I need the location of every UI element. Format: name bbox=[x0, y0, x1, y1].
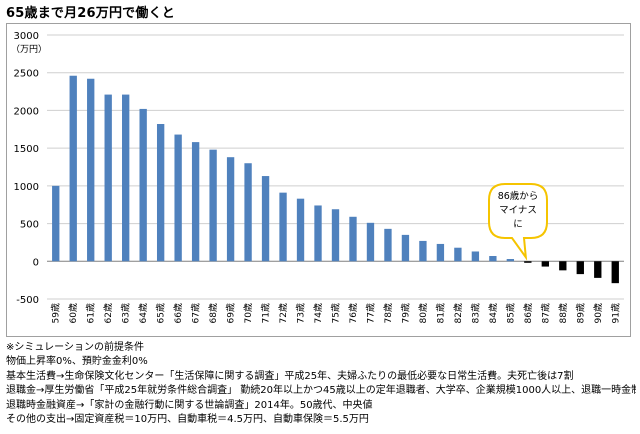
x-tick-label: 69歳 bbox=[225, 303, 237, 323]
x-tick-label: 80歳 bbox=[417, 303, 429, 323]
notes-line-retirement-pay: 退職金→厚生労働省「平成25年就労条件総合調査」 勤続20年以上かつ45歳以上の… bbox=[6, 385, 636, 397]
x-tick-label: 87歳 bbox=[539, 303, 551, 323]
bar-74歳 bbox=[314, 205, 322, 262]
bar-76歳 bbox=[349, 216, 357, 262]
annotation-callout: 86歳から マイナス に bbox=[488, 183, 548, 261]
x-tick-label: 67歳 bbox=[190, 303, 202, 323]
bar-90歳 bbox=[594, 261, 602, 278]
x-tick-label: 76歳 bbox=[347, 303, 359, 323]
notes-heading: ※シミュレーションの前提条件 bbox=[6, 342, 144, 353]
notes-line-other-expenses: その他の支出→固定資産税＝10万円、自動車税＝4.5万円、自動車保険＝5.5万円 bbox=[6, 414, 369, 426]
callout-bubble bbox=[488, 183, 548, 261]
x-tick-label: 84歳 bbox=[487, 303, 499, 323]
chart-frame: -500 0 500 1000 1500 2000 2500 3000 （万円） 59歳 60歳… bbox=[6, 23, 631, 337]
bar-66歳 bbox=[174, 134, 182, 262]
x-tick-label: 91歳 bbox=[609, 303, 621, 323]
bar-87歳 bbox=[541, 261, 549, 267]
y-tick-label: 0 bbox=[33, 257, 39, 268]
y-tick-label: 500 bbox=[20, 220, 39, 231]
x-tick-label: 62歳 bbox=[102, 303, 114, 323]
bar-63歳 bbox=[122, 94, 130, 262]
y-tick-label: 1000 bbox=[14, 182, 39, 193]
bar-75歳 bbox=[331, 209, 340, 262]
notes-line-financial-assets: 退職時金融資産→「家計の金融行動に関する世論調査」2014年。50歳代、中央値 bbox=[6, 399, 373, 411]
x-tick-label: 70歳 bbox=[242, 303, 254, 323]
x-tick-label: 79歳 bbox=[399, 303, 411, 323]
y-axis-ticks: -500 0 500 1000 1500 2000 2500 3000 bbox=[14, 31, 39, 306]
y-tick-label: 2500 bbox=[14, 69, 39, 80]
x-tick-label: 83歳 bbox=[469, 303, 481, 323]
x-tick-label: 63歳 bbox=[120, 303, 132, 323]
bar-82歳 bbox=[454, 247, 462, 262]
bar-chart: -500 0 500 1000 1500 2000 2500 3000 （万円） 59歳 60歳… bbox=[11, 31, 624, 323]
x-tick-label: 71歳 bbox=[260, 303, 272, 323]
x-tick-label: 90歳 bbox=[592, 303, 604, 323]
x-tick-label: 61歳 bbox=[85, 303, 97, 323]
y-axis-unit-label: （万円） bbox=[11, 44, 47, 55]
bar-85歳 bbox=[506, 259, 515, 262]
bar-88歳 bbox=[559, 261, 567, 271]
bar-64歳 bbox=[139, 108, 147, 262]
bar-61歳 bbox=[87, 78, 95, 262]
x-tick-label: 75歳 bbox=[330, 303, 342, 323]
x-tick-label: 85歳 bbox=[504, 303, 516, 323]
assumptions-notes: ※シミュレーションの前提条件 物価上昇率0%、預貯金金利0% 基本生活費→生命保… bbox=[6, 341, 636, 427]
bar-65歳 bbox=[156, 124, 165, 262]
callout-line-1: 86歳から bbox=[498, 190, 539, 202]
page-title: 65歳まで月26万円で働くと bbox=[6, 6, 175, 21]
x-tick-label: 68歳 bbox=[207, 303, 219, 323]
bar-89歳 bbox=[576, 261, 584, 275]
bar-72歳 bbox=[279, 192, 287, 262]
y-tick-label: 3000 bbox=[14, 31, 39, 42]
bar-68歳 bbox=[209, 149, 217, 262]
bar-81歳 bbox=[436, 243, 445, 262]
x-tick-label: 86歳 bbox=[522, 303, 534, 323]
x-axis-labels: 59歳 60歳 61歳 62歳 63歳 64歳 65歳 66歳 67歳 68歳 69歳 70歳 71歳 7… bbox=[50, 303, 622, 323]
bar-84歳 bbox=[489, 256, 497, 262]
callout-line-3: に bbox=[513, 219, 523, 230]
bar-91歳 bbox=[611, 261, 619, 284]
bar-69歳 bbox=[226, 157, 235, 262]
x-tick-label: 77歳 bbox=[364, 303, 376, 323]
y-tick-label: -500 bbox=[16, 295, 39, 306]
callout-line-2: マイナス bbox=[499, 205, 537, 216]
x-tick-label: 59歳 bbox=[50, 303, 62, 323]
bar-80歳 bbox=[419, 240, 427, 262]
x-tick-label: 72歳 bbox=[277, 303, 289, 323]
x-tick-label: 82歳 bbox=[452, 303, 464, 323]
x-tick-label: 66歳 bbox=[172, 303, 184, 323]
y-tick-label: 1500 bbox=[14, 144, 39, 155]
x-tick-label: 64歳 bbox=[137, 303, 149, 323]
bar-86歳 bbox=[524, 261, 532, 263]
x-tick-label: 89歳 bbox=[574, 303, 586, 323]
y-tick-label: 2000 bbox=[14, 106, 39, 117]
bar-79歳 bbox=[401, 234, 410, 262]
x-tick-label: 65歳 bbox=[155, 303, 167, 323]
x-tick-label: 78歳 bbox=[382, 303, 394, 323]
bar-67歳 bbox=[191, 142, 200, 262]
bar-71歳 bbox=[261, 176, 270, 262]
bar-59歳 bbox=[52, 185, 60, 262]
bar-60歳 bbox=[69, 75, 77, 262]
bar-83歳 bbox=[471, 251, 480, 262]
notes-line-inflation: 物価上昇率0%、預貯金金利0% bbox=[6, 356, 148, 368]
bar-78歳 bbox=[384, 228, 392, 262]
x-tick-label: 88歳 bbox=[557, 303, 569, 323]
notes-line-living-cost: 基本生活費→生命保険文化センター「生活保障に関する調査」平成25年、夫婦ふたりの… bbox=[6, 370, 574, 382]
bar-77歳 bbox=[366, 222, 375, 262]
bar-62歳 bbox=[104, 94, 112, 262]
bar-70歳 bbox=[244, 163, 252, 262]
bar-73歳 bbox=[296, 198, 305, 262]
x-tick-label: 73歳 bbox=[295, 303, 307, 323]
bars bbox=[52, 75, 619, 284]
x-tick-label: 60歳 bbox=[67, 303, 79, 323]
x-tick-label: 81歳 bbox=[434, 303, 446, 323]
x-tick-label: 74歳 bbox=[312, 303, 324, 323]
